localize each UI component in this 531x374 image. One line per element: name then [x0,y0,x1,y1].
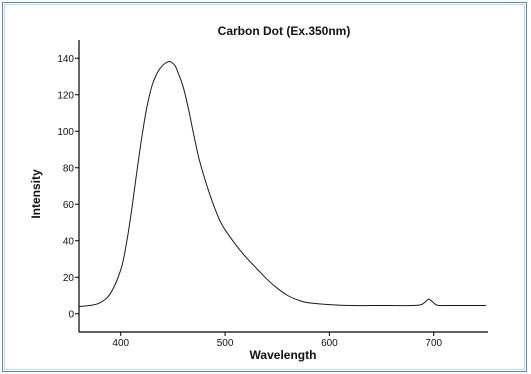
window-frame [2,2,527,372]
ticks: 400 500 600 700 0 20 40 60 80 100 120 140 [57,54,442,349]
x-tick-label: 600 [321,338,338,349]
chart-title: Carbon Dot (Ex.350nm) [218,24,351,38]
series-group [78,60,486,307]
y-tick-label: 140 [57,54,74,65]
y-tick-label: 40 [63,236,75,247]
x-axis-label: Wavelength [250,348,317,362]
x-tick-label: 400 [112,338,129,349]
y-tick-label: 0 [68,309,74,320]
y-axis-label: Intensity [29,169,43,219]
window-inner-border [4,4,525,370]
x-tick-label: 500 [217,338,234,349]
y-tick-label: 20 [63,273,75,284]
y-tick-label: 60 [63,200,75,211]
y-tick-label: 120 [57,90,74,101]
y-tick-label: 100 [57,127,74,138]
y-tick-label: 80 [63,163,75,174]
series-line [78,60,486,307]
x-tick-label: 700 [425,338,442,349]
axes [78,40,488,333]
